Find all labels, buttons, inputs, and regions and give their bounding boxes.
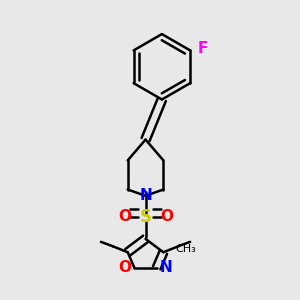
Text: F: F (198, 41, 208, 56)
Text: S: S (140, 208, 152, 226)
Text: O: O (118, 209, 131, 224)
Text: CH₃: CH₃ (175, 244, 196, 254)
Text: N: N (139, 188, 152, 203)
Text: O: O (160, 209, 173, 224)
Text: O: O (118, 260, 131, 275)
Text: N: N (160, 260, 172, 275)
